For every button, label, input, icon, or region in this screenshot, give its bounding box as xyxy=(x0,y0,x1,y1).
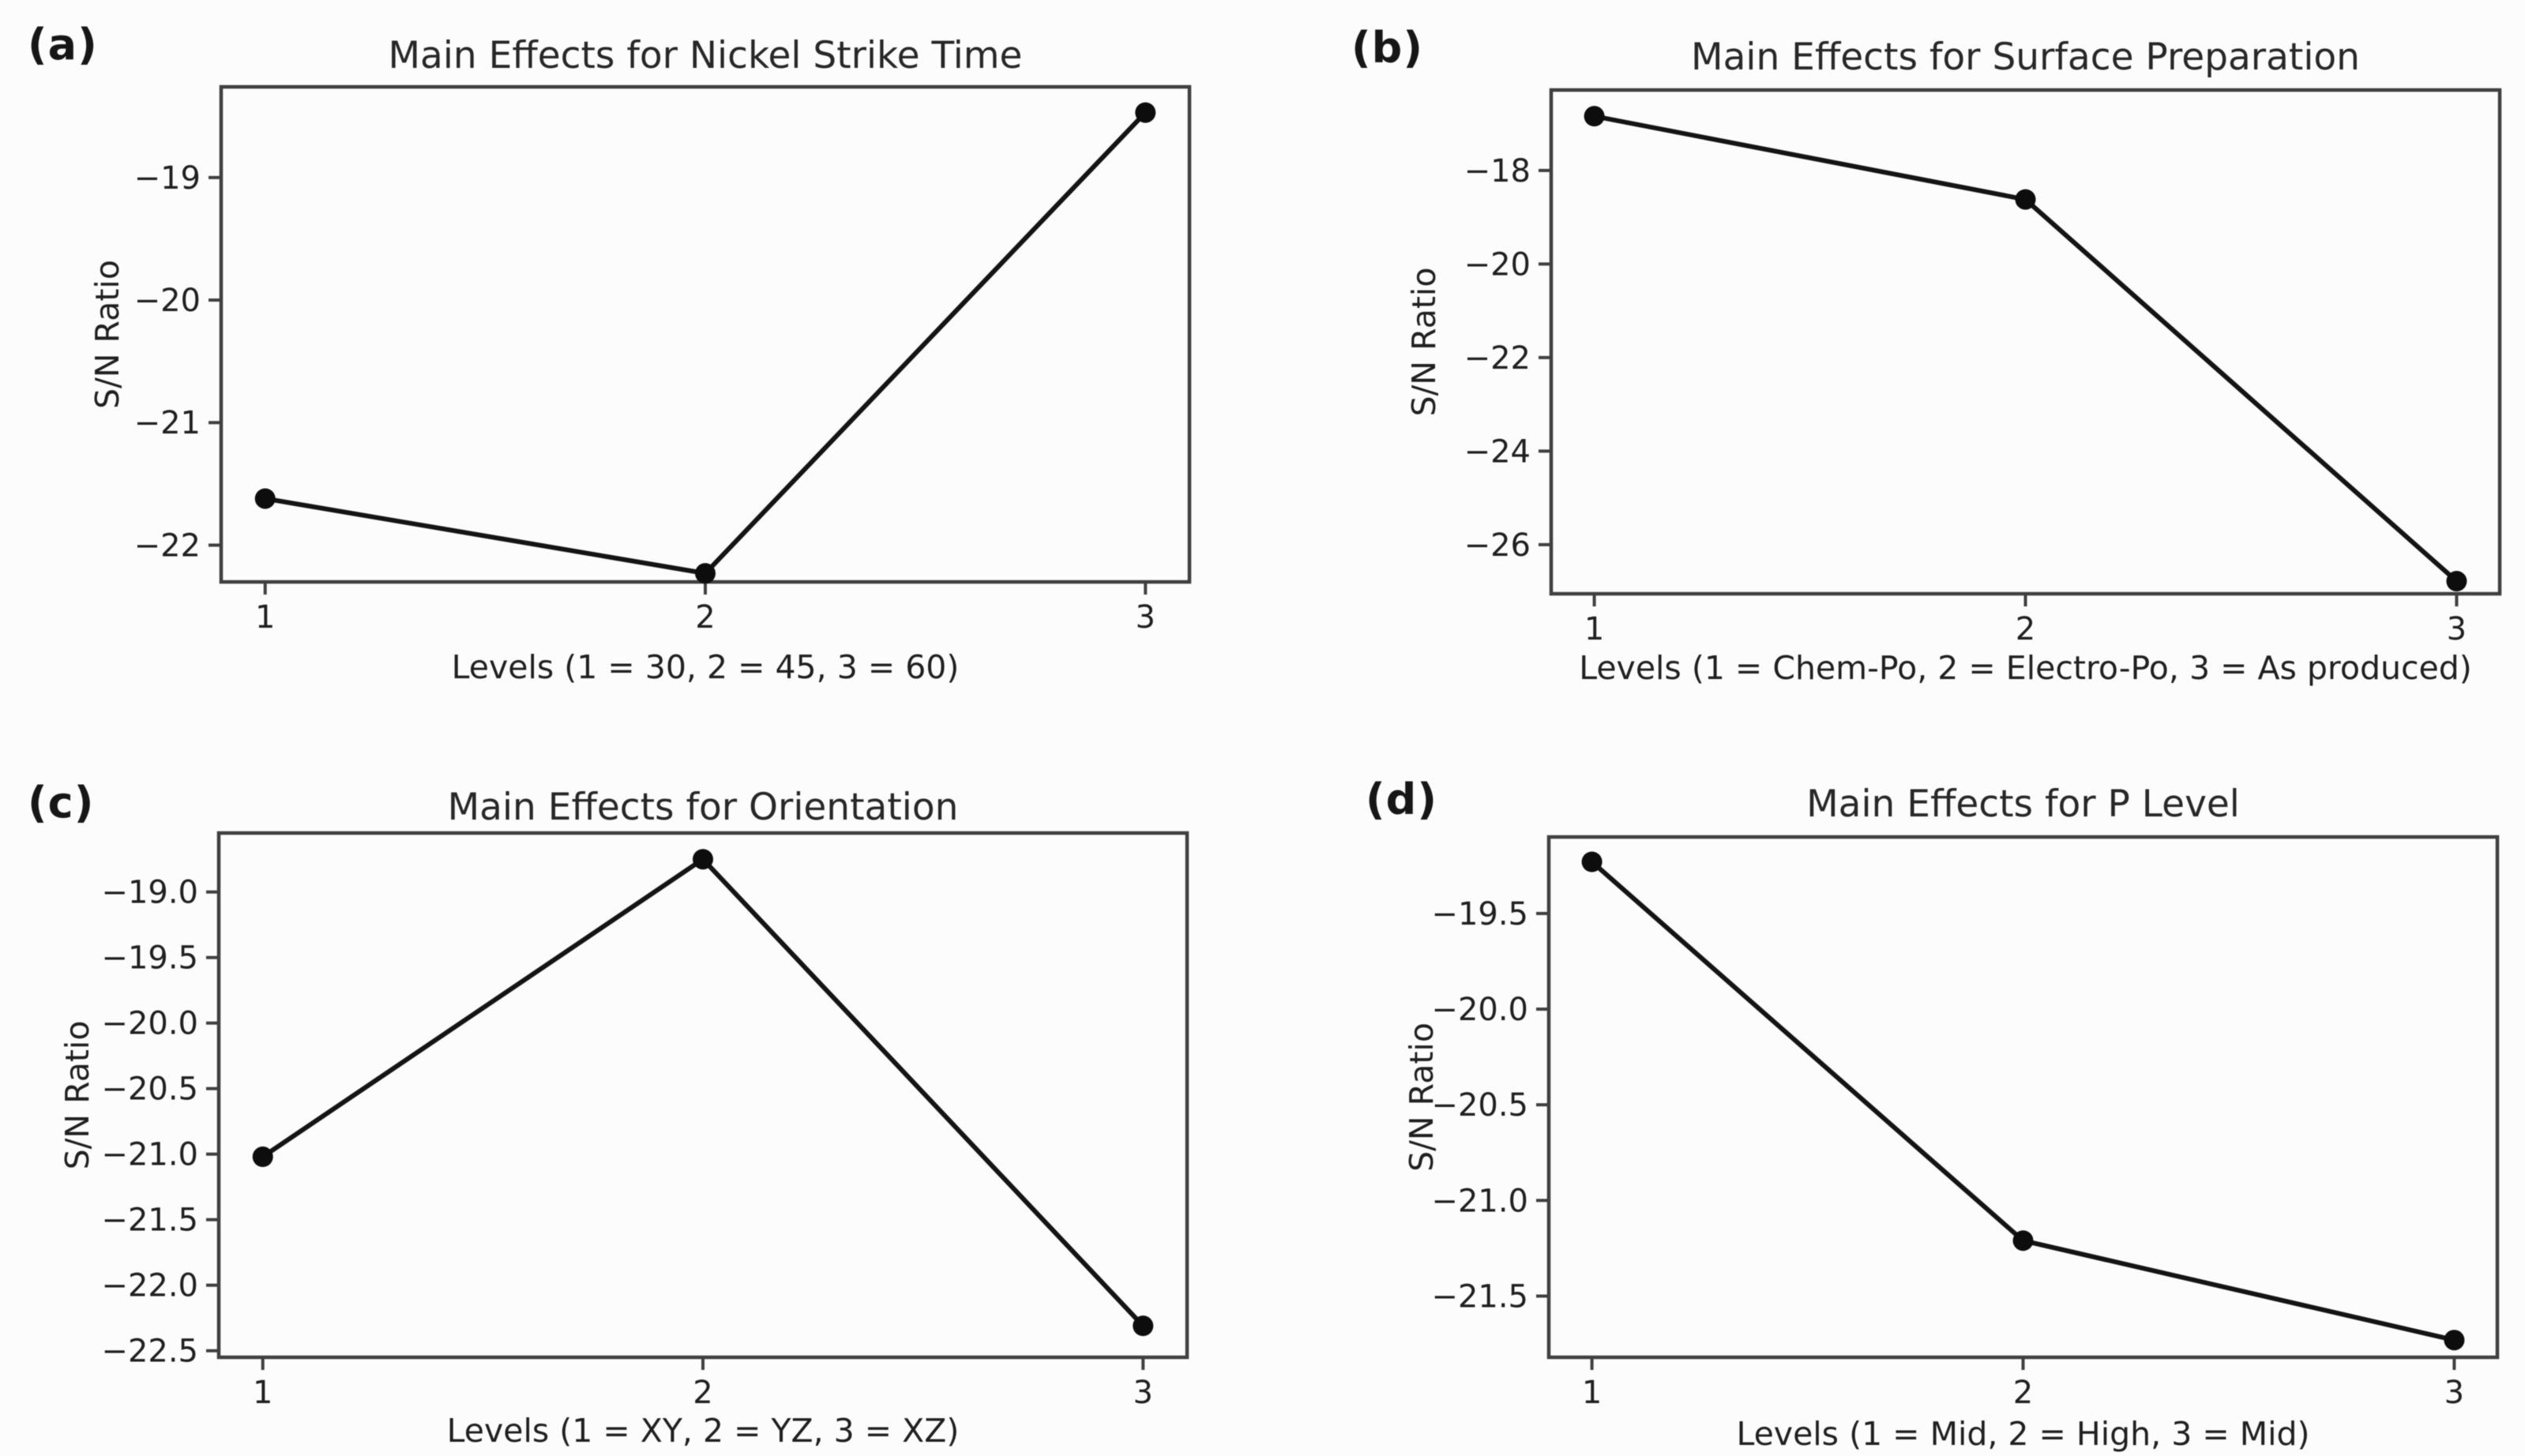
y-tick-label-d: −21.5 xyxy=(1431,1278,1528,1315)
data-point-b-3 xyxy=(2446,571,2467,592)
data-point-c-3 xyxy=(1133,1315,1154,1337)
series-line-d xyxy=(1589,859,2457,1343)
x-tick-label-a: 3 xyxy=(1136,599,1155,636)
y-tick-label-d: −20.5 xyxy=(1431,1087,1528,1124)
y-tick-label-b: −20 xyxy=(1464,246,1531,283)
data-point-c-1 xyxy=(252,1146,273,1168)
series-line-b xyxy=(1591,114,2459,584)
x-axis-label-b: Levels (1 = Chem-Po, 2 = Electro-Po, 3 =… xyxy=(1579,649,2472,687)
plot-frame-c xyxy=(216,831,1189,1360)
y-tick-label-d: −20.0 xyxy=(1431,992,1528,1028)
y-axis-label-c: S/N Ratio xyxy=(58,1021,96,1170)
chart-title-a: Main Effects for Nickel Strike Time xyxy=(389,34,1023,77)
plot-frame-b xyxy=(1549,88,2502,596)
chart-title-d: Main Effects for P Level xyxy=(1806,782,2240,826)
data-point-b-1 xyxy=(1584,106,1605,127)
y-tick-label-c: −21.0 xyxy=(101,1137,198,1173)
y-tick-label-a: −22 xyxy=(134,527,201,564)
y-tick-label-b: −24 xyxy=(1464,433,1531,470)
x-tick-label-c: 1 xyxy=(253,1375,272,1411)
panel-d-label: (d) xyxy=(1366,775,1438,824)
data-point-d-1 xyxy=(1581,851,1603,872)
y-tick-label-c: −20.0 xyxy=(101,1006,198,1042)
y-tick-label-d: −21.0 xyxy=(1431,1183,1528,1219)
y-axis-label-d: S/N Ratio xyxy=(1403,1023,1441,1172)
x-tick-label-d: 3 xyxy=(2444,1375,2464,1411)
panel-b-plot: −18 −20 −22 −24 −26 1 2 3 Main Effects for Surfa… xyxy=(1405,36,2502,687)
y-tick-label-c: −19.5 xyxy=(101,940,198,977)
panel-a-plot: −19 −20 −21 −22 1 2 3 Main Effects for Nickel S… xyxy=(88,34,1192,686)
panel-a: (a) −19 −20 −21 −22 1 2 3 Main Effects for Nick… xyxy=(0,0,1262,726)
y-tick-label-d: −19.5 xyxy=(1431,896,1528,933)
x-tick-label-b: 3 xyxy=(2447,611,2467,647)
panel-d-plot: −19.5 −20.0 −20.5 −21.0 −21.5 1 2 3 Main Effects… xyxy=(1403,782,2500,1453)
x-tick-label-d: 2 xyxy=(2013,1375,2033,1411)
plot-frame-a xyxy=(219,84,1192,584)
y-tick-label-b: −26 xyxy=(1464,527,1531,564)
x-tick-label-a: 1 xyxy=(255,599,275,636)
chart-title-b: Main Effects for Surface Preparation xyxy=(1691,36,2360,79)
y-tick-label-c: −21.5 xyxy=(101,1203,198,1239)
chart-title-c: Main Effects for Orientation xyxy=(448,786,959,829)
panel-b: (b) −18 −20 −22 −24 −26 1 2 3 Main Effects for S… xyxy=(1263,0,2525,726)
y-tick-label-c: −22.5 xyxy=(101,1334,198,1370)
x-tick-label-d: 1 xyxy=(1582,1375,1602,1411)
x-tick-label-a: 2 xyxy=(695,599,715,636)
series-line-a xyxy=(262,110,1148,576)
panel-d: (d) −19.5 −20.0 −20.5 −21.0 −21.5 1 2 3 Main Eff… xyxy=(1263,726,2525,1456)
data-point-c-2 xyxy=(693,849,713,870)
x-tick-label-b: 1 xyxy=(1584,611,1604,647)
panel-b-label: (b) xyxy=(1351,23,1424,73)
y-axis-label-b: S/N Ratio xyxy=(1405,268,1443,417)
panel-c-label: (c) xyxy=(28,778,95,827)
data-point-a-2 xyxy=(695,563,716,584)
data-point-a-1 xyxy=(254,488,276,509)
x-tick-label-c: 3 xyxy=(1133,1375,1153,1411)
y-tick-label-c: −22.0 xyxy=(101,1268,198,1304)
x-axis-label-c: Levels (1 = XY, 2 = YZ, 3 = XZ) xyxy=(447,1412,960,1450)
x-axis-label-a: Levels (1 = 30, 2 = 45, 3 = 60) xyxy=(452,648,960,686)
x-tick-label-b: 2 xyxy=(2016,611,2035,647)
plot-frame-d xyxy=(1546,835,2500,1360)
y-tick-label-b: −18 xyxy=(1464,153,1531,190)
data-point-b-2 xyxy=(2015,189,2036,210)
y-tick-label-b: −22 xyxy=(1464,340,1531,377)
y-tick-label-c: −19.0 xyxy=(101,875,198,911)
x-tick-label-c: 2 xyxy=(693,1375,712,1411)
y-tick-label-c: −20.5 xyxy=(101,1071,198,1108)
y-tick-label-a: −20 xyxy=(134,283,201,319)
data-point-d-2 xyxy=(2012,1230,2034,1251)
panel-c-plot: −19.0 −19.5 −20.0 −20.5 −21.0 −21.5 −22.0 −22.5… xyxy=(58,786,1189,1450)
panel-a-label: (a) xyxy=(28,20,98,69)
x-axis-label-d: Levels (1 = Mid, 2 = High, 3 = Mid) xyxy=(1736,1415,2309,1453)
data-point-d-3 xyxy=(2444,1330,2465,1351)
y-tick-label-a: −19 xyxy=(134,160,201,197)
series-line-c xyxy=(260,856,1146,1329)
y-axis-label-a: S/N Ratio xyxy=(88,260,126,409)
panel-c: (c) −19.0 −19.5 −20.0 −20.5 −21.0 −21.5 −22.0−… xyxy=(0,726,1262,1456)
y-tick-label-a: −21 xyxy=(134,405,201,441)
data-point-a-3 xyxy=(1135,102,1156,123)
